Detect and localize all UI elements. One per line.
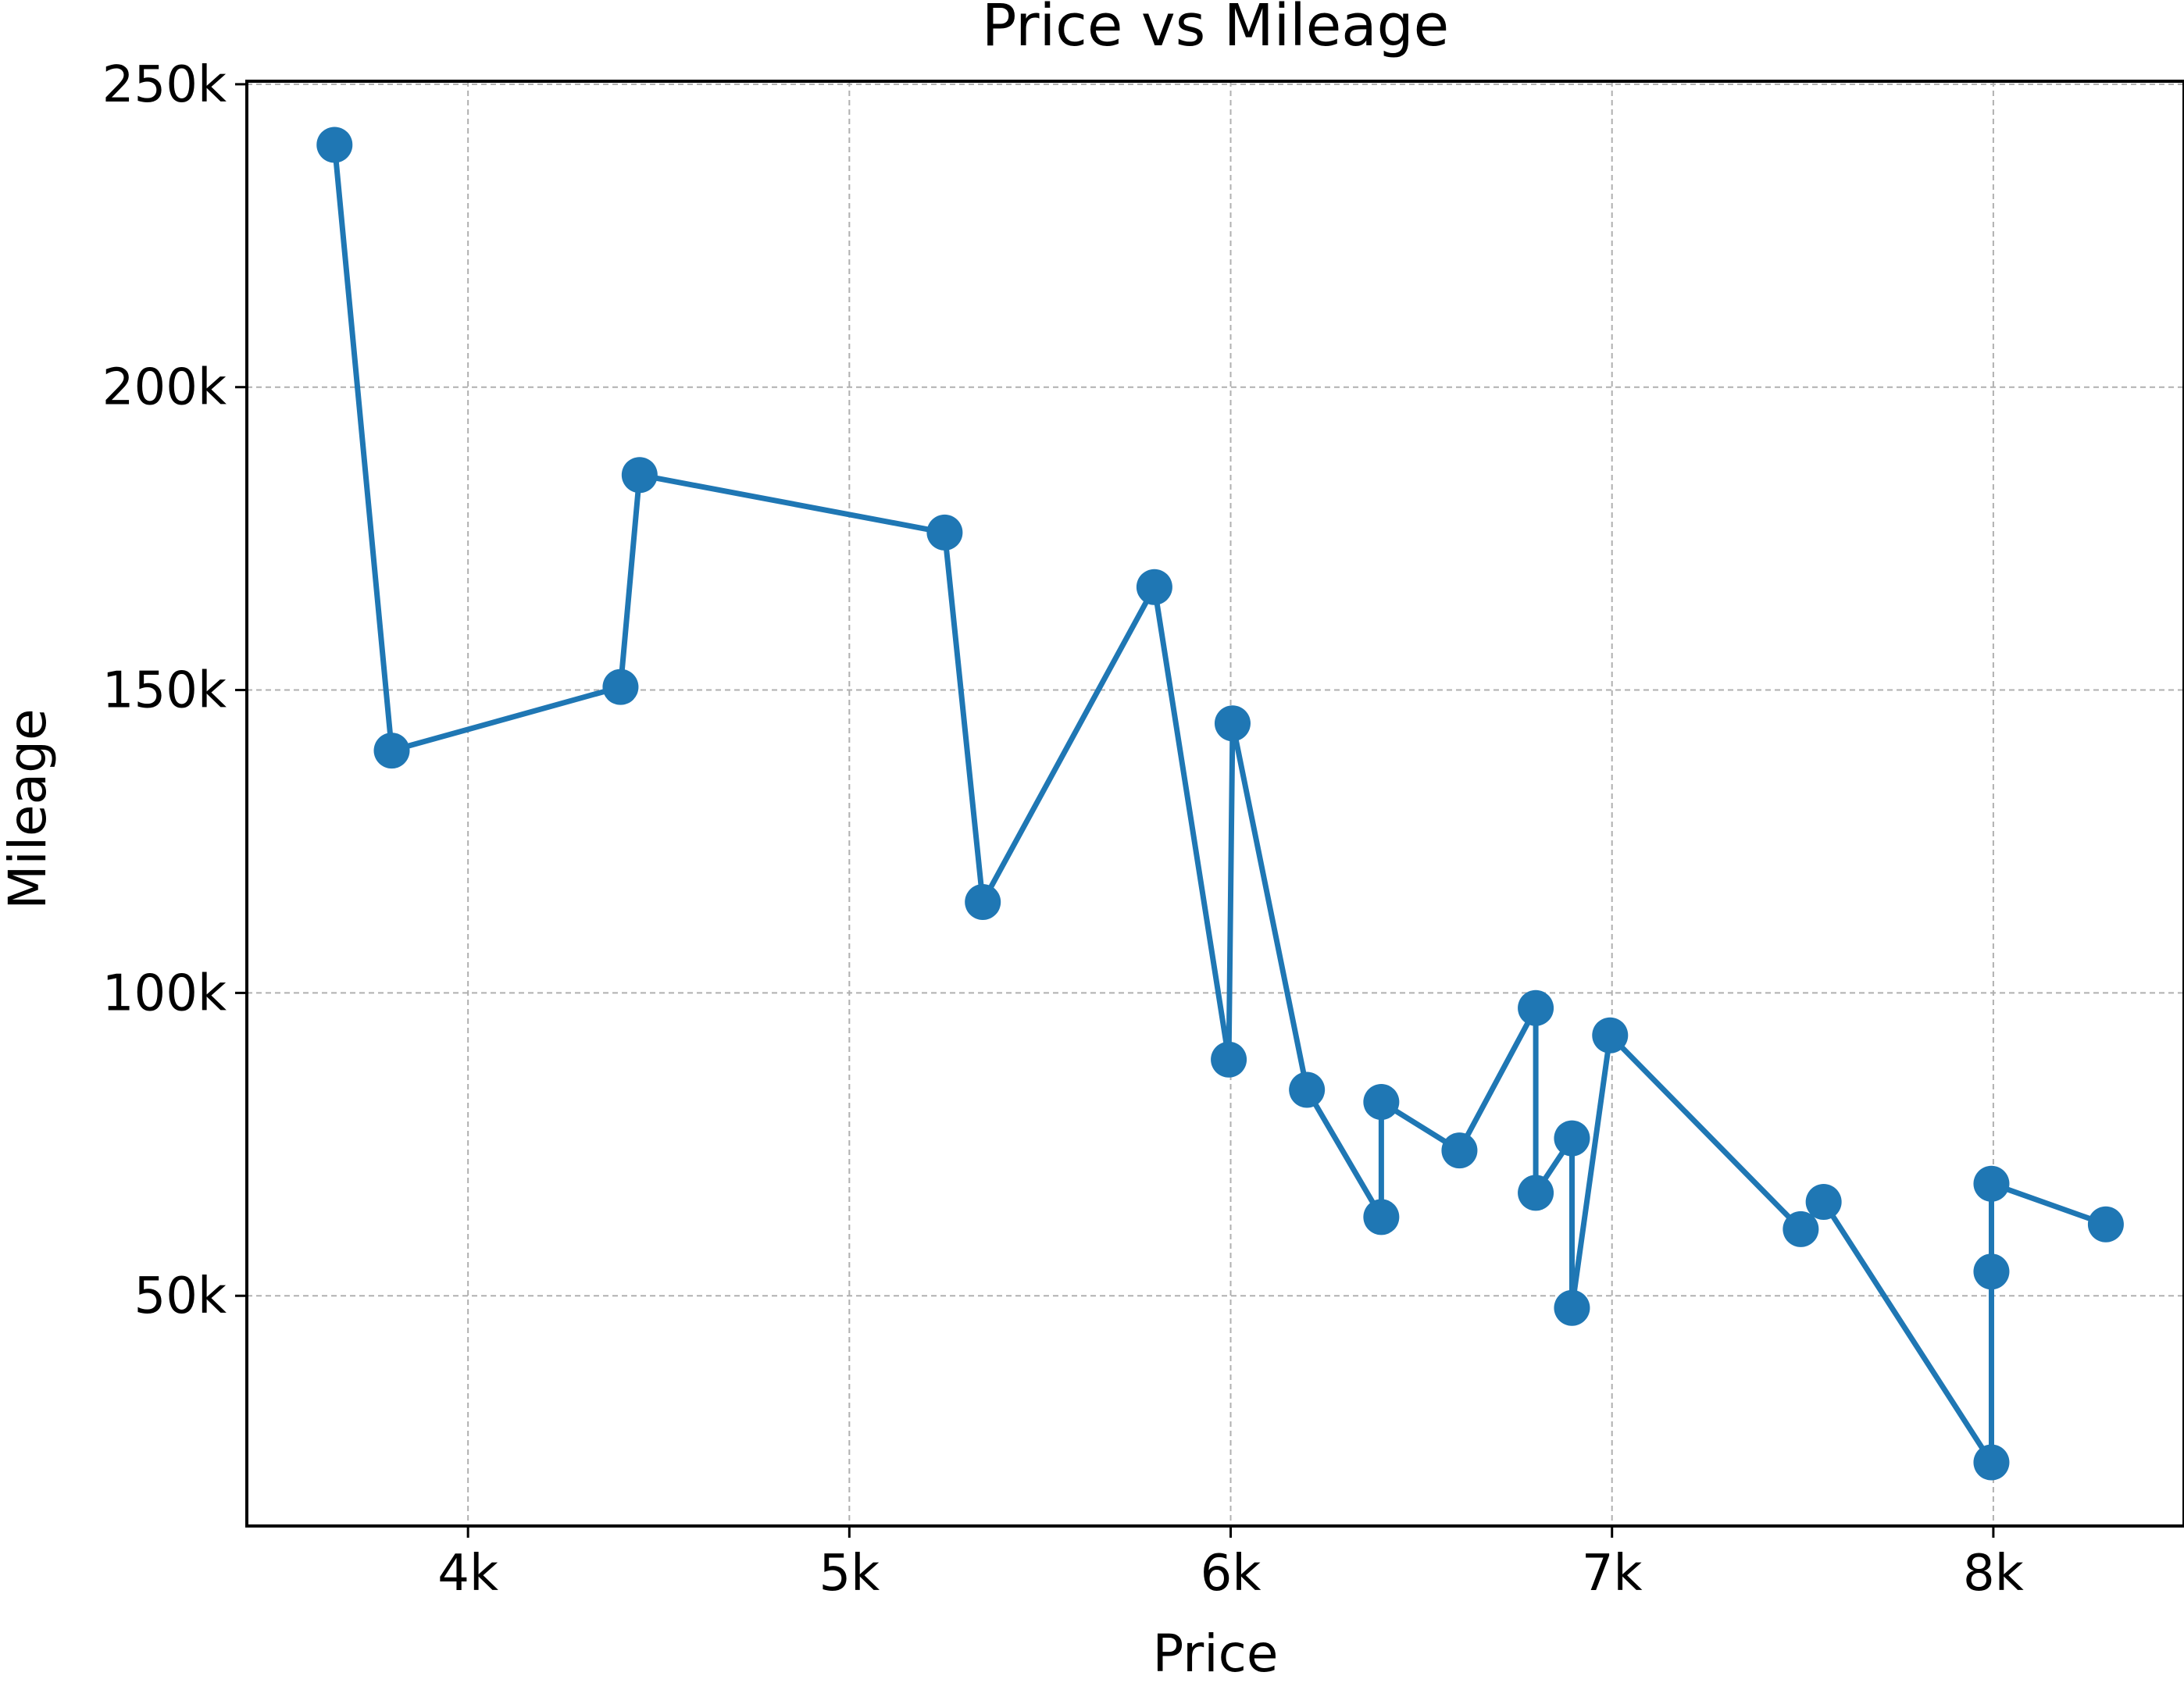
x-tick-label: 8k [1963,1545,2024,1603]
data-point [1973,1165,2010,1202]
plot-frame [245,80,2184,1528]
y-tick-label: 150k [102,662,227,720]
data-point [1136,569,1172,605]
data-point [1518,989,1554,1026]
data-point [1214,705,1251,742]
data-point [316,127,353,163]
data-point [1518,1175,1554,1211]
data-point [602,669,639,705]
x-tick-label: 6k [1201,1545,1262,1603]
data-point [1289,1071,1326,1108]
data-series [316,127,2124,1481]
data-point [1805,1184,1842,1221]
series-line [331,141,2109,1466]
y-tick-label: 50k [134,1268,227,1325]
data-point [1783,1210,1819,1247]
x-axis-label: Price [1152,1624,1278,1684]
data-point [1441,1132,1478,1169]
data-point [1363,1084,1400,1121]
data-point [2087,1206,2124,1243]
data-point [926,514,963,551]
y-tick-label: 200k [102,359,227,417]
x-tick-label: 7k [1582,1545,1643,1603]
data-point [1554,1120,1590,1157]
axis-ticks: 4k 5k 6k 7k 8k 50k 100k 150k 200k 250k [102,56,2024,1603]
chart-title: Price vs Mileage [982,0,1449,59]
data-point [373,733,410,769]
y-tick-label: 250k [102,56,227,114]
data-point [1973,1444,2010,1481]
x-tick-label: 5k [819,1545,880,1603]
data-point [1973,1253,2010,1290]
data-point [1211,1041,1247,1078]
x-tick-label: 4k [437,1545,498,1603]
data-point [1592,1017,1629,1054]
data-point [965,884,1001,921]
y-axis-label: Mileage [0,708,58,909]
data-point [1554,1289,1590,1326]
data-point [621,457,658,494]
y-tick-label: 100k [102,964,227,1022]
data-point [1363,1199,1400,1235]
